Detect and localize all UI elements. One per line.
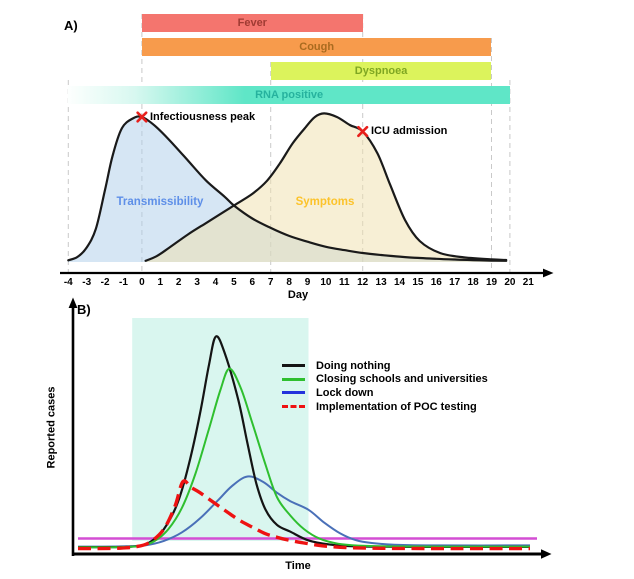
rna-positive-bar: RNA positive (68, 86, 510, 104)
legend-label-lock-down: Lock down (316, 386, 374, 399)
poc-testing-line-swatch (282, 405, 305, 409)
day-tick-13: 13 (375, 277, 387, 288)
symptoms-curve (144, 112, 508, 262)
time-axis-title: Time (285, 560, 311, 572)
transmissibility-curve (67, 115, 508, 262)
day-tick-10: 10 (320, 277, 332, 288)
panel-a (60, 14, 554, 278)
symptoms-area (145, 113, 507, 263)
intervention-period-highlight (132, 318, 309, 541)
day-tick-7: 7 (267, 277, 274, 288)
panel-a-label: A) (64, 18, 78, 33)
legend-row-doing-nothing: Doing nothing (282, 359, 488, 373)
cough-bar-label: Cough (299, 41, 335, 53)
closing-schools-line-swatch (282, 377, 305, 381)
symptoms-curve-label: Symptoms (295, 196, 355, 208)
day-tick-8: 8 (286, 277, 292, 288)
panel-b-label: B) (77, 302, 91, 317)
day-tick--2: -2 (100, 277, 110, 288)
legend-row-closing-schools: Closing schools and universities (282, 373, 488, 387)
day-tick-21: 21 (522, 277, 534, 288)
day-tick-15: 15 (412, 277, 424, 288)
day-tick-0: 0 (139, 277, 145, 288)
day-tick-4: 4 (212, 277, 219, 288)
day-tick-2: 2 (175, 277, 182, 288)
fever-bar: Fever (141, 14, 363, 32)
implementation-of-poc-testing-curve (77, 479, 530, 551)
lock-down-curve (77, 475, 531, 548)
dyspnoea-bar: Dyspnoea (270, 62, 492, 80)
day-tick-14: 14 (393, 277, 406, 288)
rna-positive-bar-label: RNA positive (255, 89, 324, 101)
fever-bar-label: Fever (237, 17, 267, 29)
legend-label-closing-schools: Closing schools and universities (316, 373, 488, 386)
legend-label-poc-testing: Implementation of POC testing (316, 400, 477, 413)
infectiousness-peak-annotation: Infectiousness peak (150, 111, 256, 123)
closing-schools-and-universities-curve (77, 367, 531, 549)
time-axis-arrowhead (541, 549, 552, 559)
day-tick--3: -3 (82, 277, 92, 288)
icu-admission-annotation: ICU admission (371, 125, 448, 137)
legend-row-lock-down: Lock down (282, 386, 488, 400)
day-tick-19: 19 (485, 277, 498, 288)
day-axis-title: Day (287, 289, 309, 301)
legend-label-doing-nothing: Doing nothing (316, 359, 391, 372)
day-tick-6: 6 (249, 277, 256, 288)
legend: Doing nothing Closing schools and univer… (282, 359, 488, 413)
reported-cases-axis-title: Reported cases (45, 386, 58, 469)
day-tick-18: 18 (467, 277, 479, 288)
day-tick--1: -1 (119, 277, 128, 288)
dyspnoea-bar-label: Dyspnoea (354, 65, 408, 77)
day-tick-9: 9 (304, 277, 311, 288)
panel-b (68, 297, 552, 559)
doing-nothing-line-swatch (282, 364, 305, 368)
legend-row-poc-testing: Implementation of POC testing (282, 400, 488, 414)
day-tick-16: 16 (430, 277, 442, 288)
day-tick-17: 17 (449, 277, 461, 288)
day-tick--4: -4 (63, 277, 73, 288)
lock-down-line-swatch (282, 391, 305, 395)
day-axis-arrowhead (543, 268, 554, 278)
x-marker (357, 125, 369, 138)
day-tick-12: 12 (357, 277, 369, 288)
day-tick-3: 3 (194, 277, 200, 288)
reported-cases-axis-arrowhead (68, 297, 78, 308)
x-marker (136, 111, 148, 123)
day-tick-5: 5 (231, 277, 237, 288)
cough-bar: Cough (141, 38, 492, 56)
day-tick-1: 1 (157, 277, 164, 288)
day-tick-20: 20 (504, 277, 516, 288)
transmissibility-area (68, 116, 507, 263)
transmissibility-curve-label: Transmissibility (116, 196, 204, 208)
day-tick-11: 11 (339, 277, 350, 288)
